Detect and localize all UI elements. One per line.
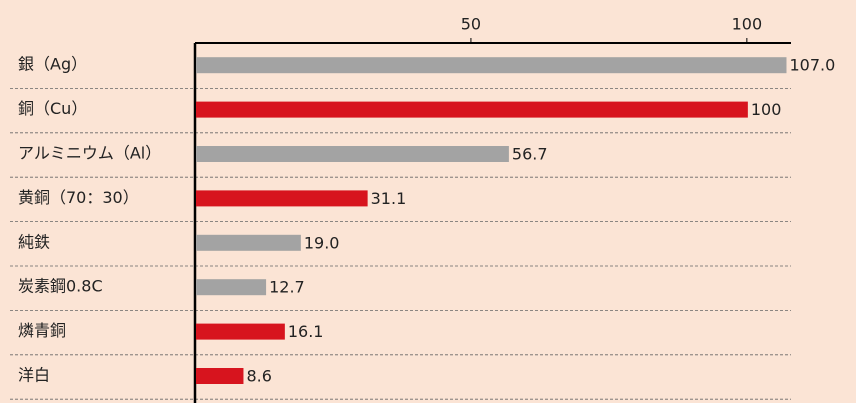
bar [196, 368, 244, 384]
x-tick-label: 100 [732, 15, 763, 34]
category-label: 黄銅（70：30） [18, 188, 139, 207]
value-label: 100 [751, 100, 782, 119]
category-label: 純鉄 [18, 232, 50, 251]
value-label: 16.1 [288, 322, 324, 341]
category-label: 銅（Cu） [18, 99, 87, 118]
bar [196, 101, 748, 118]
value-label: 12.7 [269, 278, 305, 297]
bar [196, 57, 787, 74]
value-label: 107.0 [789, 56, 835, 75]
bar [196, 323, 285, 340]
value-label: 19.0 [304, 233, 340, 252]
bar [196, 234, 301, 251]
category-label: 燐青銅 [18, 321, 66, 340]
value-label: 8.6 [246, 367, 271, 386]
category-label: アルミニウム（Al） [18, 144, 161, 163]
value-label: 56.7 [512, 145, 548, 164]
bar [196, 190, 368, 207]
bar [196, 146, 509, 162]
category-label: 洋白 [18, 366, 50, 385]
category-label: 銀（Ag） [18, 55, 87, 74]
bar [196, 279, 267, 296]
category-label: 炭素鋼0.8C [18, 277, 103, 296]
x-tick-label: 50 [461, 15, 481, 34]
value-label: 31.1 [371, 189, 407, 208]
